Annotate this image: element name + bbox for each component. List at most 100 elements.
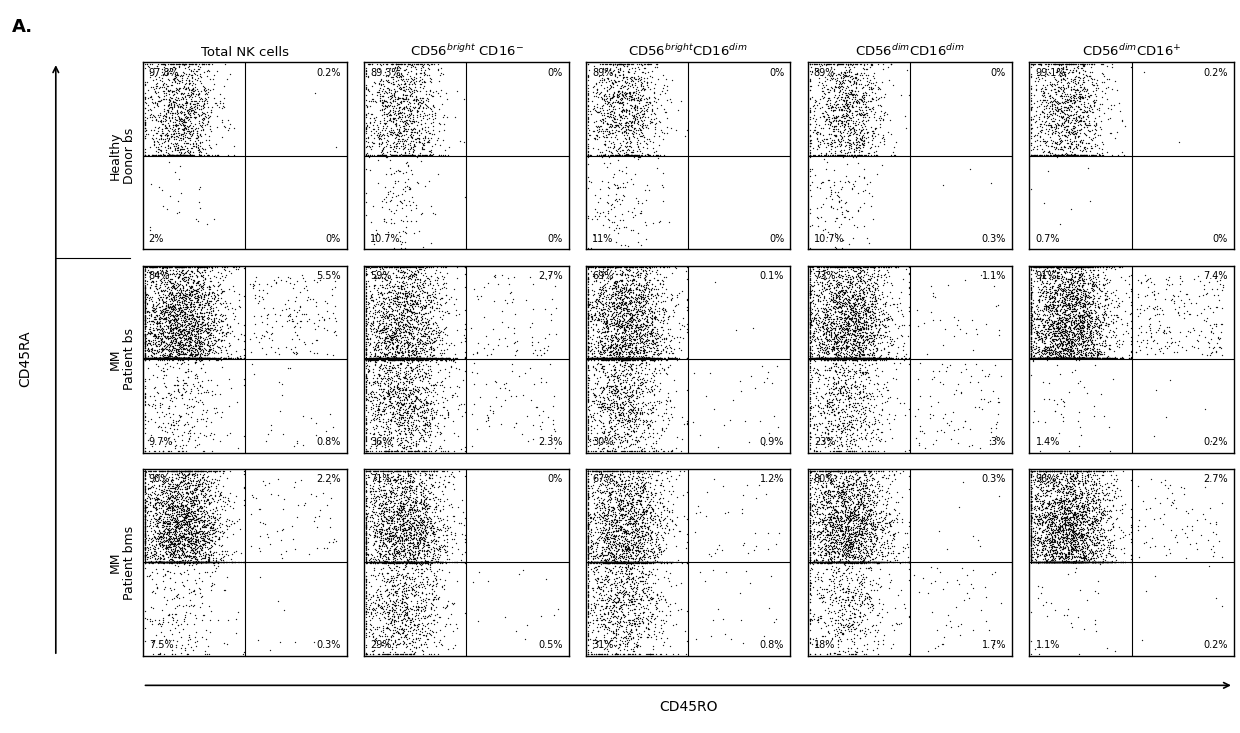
Point (601, 380, 621, 392)
Point (856, 327, 875, 339)
Point (135, 353, 155, 364)
Point (622, 512, 642, 523)
Point (837, 556, 857, 567)
Point (588, 501, 608, 513)
Point (184, 526, 203, 537)
Point (414, 277, 434, 289)
Point (619, 528, 639, 539)
Point (414, 503, 434, 515)
Point (596, 597, 616, 609)
Point (148, 86, 167, 98)
Point (203, 344, 223, 356)
Point (848, 59, 868, 70)
Point (868, 492, 888, 504)
Point (195, 81, 215, 93)
Point (384, 545, 404, 557)
Point (231, 523, 250, 535)
Point (165, 318, 185, 330)
Point (389, 534, 409, 545)
Point (151, 149, 171, 161)
Point (156, 265, 176, 276)
Point (869, 136, 889, 147)
Point (135, 499, 155, 511)
Point (1083, 285, 1102, 297)
Point (1053, 119, 1073, 131)
Point (1079, 287, 1099, 299)
Point (578, 295, 598, 307)
Point (1030, 270, 1050, 281)
Point (164, 517, 184, 528)
Point (1121, 556, 1141, 567)
Point (135, 311, 155, 323)
Point (1064, 512, 1084, 523)
Point (610, 648, 630, 660)
Point (398, 341, 418, 353)
Point (1022, 262, 1042, 273)
Point (867, 328, 887, 340)
Point (394, 550, 414, 561)
Point (291, 315, 311, 327)
Point (863, 133, 883, 144)
Point (861, 405, 880, 417)
Point (626, 275, 646, 287)
Point (1028, 281, 1048, 293)
Point (588, 556, 608, 567)
Point (578, 353, 598, 364)
Point (1059, 522, 1079, 534)
Point (615, 432, 635, 443)
Point (1043, 353, 1063, 364)
Point (582, 424, 601, 436)
Point (830, 632, 849, 644)
Point (381, 155, 401, 166)
Point (148, 406, 167, 418)
Point (135, 556, 155, 567)
Point (636, 467, 656, 479)
Point (1061, 543, 1081, 555)
Point (216, 331, 236, 342)
Point (135, 419, 155, 430)
Point (1079, 556, 1099, 567)
Point (387, 290, 407, 302)
Point (386, 599, 405, 611)
Point (373, 496, 393, 507)
Point (193, 113, 213, 125)
Point (833, 151, 853, 163)
Point (206, 335, 226, 347)
Point (165, 144, 185, 156)
Point (844, 556, 864, 567)
Point (591, 361, 611, 372)
Point (830, 465, 849, 476)
Point (419, 432, 439, 443)
Point (611, 268, 631, 279)
Point (1049, 300, 1069, 312)
Point (1070, 375, 1090, 387)
Point (392, 501, 412, 512)
Point (866, 123, 885, 135)
Point (401, 411, 420, 423)
Point (1071, 274, 1091, 286)
Point (812, 82, 832, 94)
Point (412, 601, 432, 613)
Point (174, 542, 193, 554)
Point (379, 300, 399, 312)
Point (939, 419, 959, 431)
Point (584, 413, 604, 425)
Point (841, 507, 861, 519)
Point (578, 585, 598, 597)
Point (641, 527, 661, 539)
Point (1033, 334, 1053, 346)
Point (861, 506, 880, 517)
Point (578, 556, 598, 567)
Point (135, 352, 155, 364)
Point (378, 413, 398, 425)
Point (841, 84, 861, 96)
Point (215, 353, 234, 364)
Point (174, 516, 193, 528)
Point (1071, 465, 1091, 476)
Point (414, 80, 434, 92)
Point (1080, 543, 1100, 555)
Point (652, 362, 672, 374)
Point (412, 556, 432, 567)
Point (397, 477, 417, 489)
Point (1068, 283, 1087, 295)
